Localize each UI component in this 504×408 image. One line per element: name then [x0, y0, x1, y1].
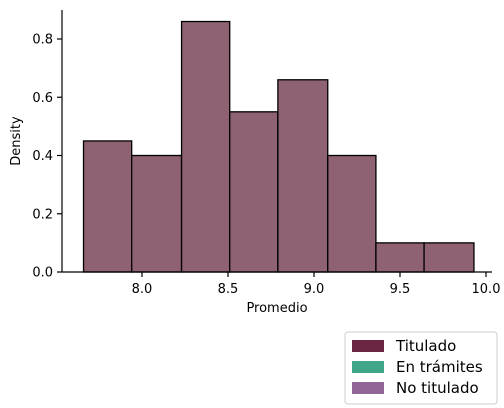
legend-swatch [352, 340, 384, 352]
x-tick-label: 9.5 [390, 282, 411, 297]
legend-label: No titulado [396, 379, 479, 397]
x-tick-label: 10.0 [472, 282, 501, 297]
legend-swatch [352, 382, 384, 394]
histogram-bar [327, 154, 377, 273]
y-tick-label: 0.8 [32, 33, 53, 48]
x-tick-label: 8.5 [218, 282, 239, 297]
histogram-bar [423, 242, 475, 273]
y-ticks-group: 0.0 0.2 0.4 0.6 0.8 [32, 33, 62, 281]
histogram-bar [375, 242, 425, 273]
y-tick-label: 0.6 [32, 91, 53, 106]
legend-label: En trámites [396, 358, 483, 376]
x-tick-label: 9.0 [304, 282, 325, 297]
legend: Titulado En trámites No titulado [344, 331, 498, 405]
x-ticks-group: 8.0 8.5 9.0 9.5 10.0 [132, 272, 501, 297]
histogram-bar [82, 140, 133, 273]
histogram-bar [180, 20, 231, 273]
y-tick-label: 0.0 [32, 266, 53, 281]
x-axis-label: Promedio [246, 301, 307, 316]
histogram-bar [131, 154, 183, 273]
y-axis-label: Density [9, 116, 24, 166]
legend-label: Titulado [395, 337, 456, 355]
x-tick-label: 8.0 [132, 282, 153, 297]
histogram-bar [277, 79, 329, 273]
legend-swatch [352, 361, 384, 373]
histogram-bar [229, 111, 279, 273]
y-tick-label: 0.2 [32, 207, 53, 222]
y-tick-label: 0.4 [32, 149, 53, 164]
bars-group [82, 20, 475, 273]
